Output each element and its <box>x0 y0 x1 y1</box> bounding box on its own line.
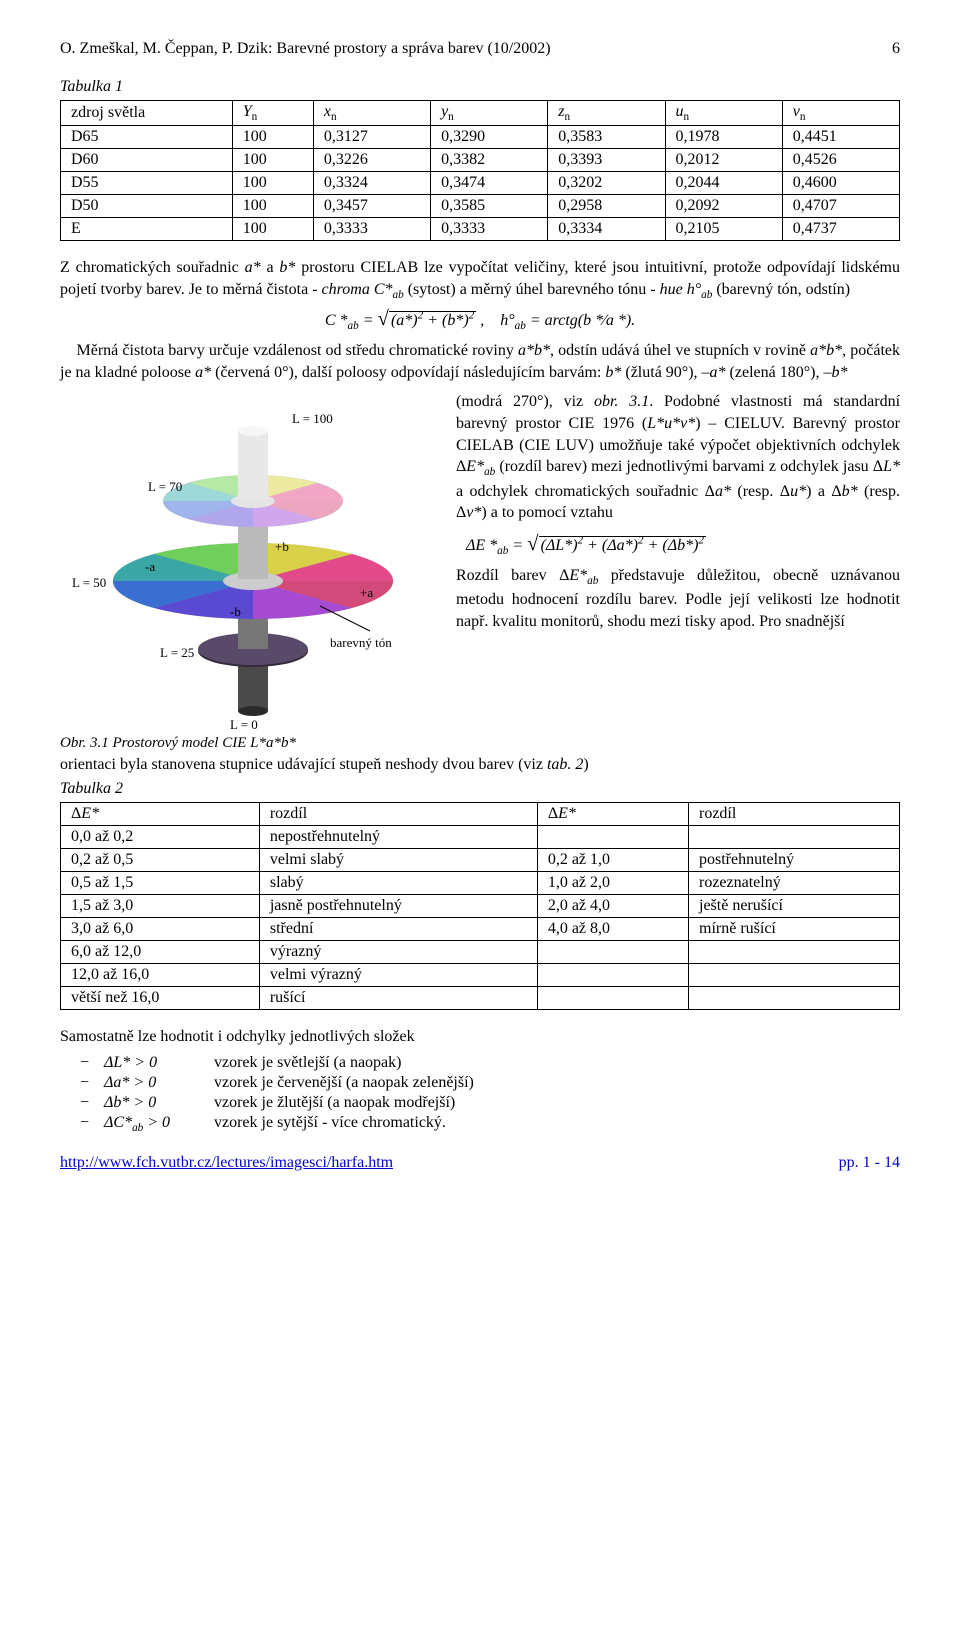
list-item: −Δb* > 0vzorek je žlutější (a naopak mod… <box>80 1094 900 1112</box>
table-row: 1,5 až 3,0jasně postřehnutelný2,0 až 4,0… <box>61 895 900 918</box>
svg-text:L = 70: L = 70 <box>148 479 182 494</box>
table-row: zdroj světla Yn xn yn zn un vn <box>61 101 900 126</box>
footer-pages: pp. 1 - 14 <box>839 1154 900 1172</box>
list-item: −Δa* > 0vzorek je červenější (a naopak z… <box>80 1074 900 1092</box>
table-row: D551000,33240,34740,32020,20440,4600 <box>61 172 900 195</box>
formula-2: ΔE *ab = √(ΔL*)2 + (Δa*)2 + (Δb*)2 <box>466 530 900 559</box>
svg-text:+b: +b <box>275 539 289 554</box>
cielab-diagram: +b -a +a -b barevný tón <box>60 391 440 731</box>
formula-1: C *ab = √(a*)2 + (b*)2 , h°ab = arctg(b … <box>60 307 900 332</box>
table-row: 0,5 až 1,5slabý1,0 až 2,0rozeznatelný <box>61 872 900 895</box>
paragraph-3: orientaci byla stanovena stupnice udávaj… <box>60 754 900 776</box>
page-header: O. Zmeškal, M. Čeppan, P. Dzik: Barevné … <box>60 40 900 58</box>
table-row: ΔE* rozdíl ΔE* rozdíl <box>61 803 900 826</box>
list-item: −ΔL* > 0vzorek je světlejší (a naopak) <box>80 1054 900 1072</box>
list-intro: Samostatně lze hodnotit i odchylky jedno… <box>60 1026 900 1048</box>
header-page-number: 6 <box>892 40 900 58</box>
svg-text:L = 100: L = 100 <box>292 411 333 426</box>
table-row: 12,0 až 16,0velmi výrazný <box>61 964 900 987</box>
table2-caption: Tabulka 2 <box>60 780 900 798</box>
footer-link[interactable]: http://www.fch.vutbr.cz/lectures/imagesc… <box>60 1154 393 1172</box>
deviation-list: −ΔL* > 0vzorek je světlejší (a naopak) −… <box>80 1054 900 1134</box>
table-row: D601000,32260,33820,33930,20120,4526 <box>61 149 900 172</box>
table-row: 6,0 až 12,0výrazný <box>61 941 900 964</box>
svg-text:L = 50: L = 50 <box>72 575 106 590</box>
page-footer: http://www.fch.vutbr.cz/lectures/imagesc… <box>60 1154 900 1172</box>
table-row: D651000,31270,32900,35830,19780,4451 <box>61 126 900 149</box>
wrap-text: (modrá 270°), viz obr. 3.1. Podobné vlas… <box>456 391 900 752</box>
table1: zdroj světla Yn xn yn zn un vn D651000,3… <box>60 100 900 241</box>
paragraph-1: Z chromatických souřadnic a* a b* prosto… <box>60 257 900 303</box>
table-row: D501000,34570,35850,29580,20920,4707 <box>61 195 900 218</box>
svg-text:L = 25: L = 25 <box>160 645 194 660</box>
label-hue: barevný tón <box>330 635 392 650</box>
svg-text:-a: -a <box>145 559 155 574</box>
header-title: O. Zmeškal, M. Čeppan, P. Dzik: Barevné … <box>60 40 551 58</box>
paragraph-2: Měrná čistota barvy určuje vzdálenost od… <box>60 340 900 383</box>
svg-text:L = 0: L = 0 <box>230 717 258 731</box>
table-row: E1000,33330,33330,33340,21050,4737 <box>61 218 900 241</box>
table2: ΔE* rozdíl ΔE* rozdíl 0,0 až 0,2nepostře… <box>60 802 900 1010</box>
table-row: 0,2 až 0,5velmi slabý0,2 až 1,0postřehnu… <box>61 849 900 872</box>
table-row: 3,0 až 6,0střední4,0 až 8,0mírně rušící <box>61 918 900 941</box>
table1-caption: Tabulka 1 <box>60 78 900 96</box>
figure-caption: Obr. 3.1 Prostorový model CIE L*a*b* <box>60 735 440 752</box>
table-row: 0,0 až 0,2nepostřehnutelný <box>61 826 900 849</box>
svg-text:-b: -b <box>230 604 241 619</box>
svg-text:+a: +a <box>360 585 373 600</box>
list-item: −ΔC*ab > 0vzorek je sytější - více chrom… <box>80 1114 900 1134</box>
table-row: větší než 16,0rušící <box>61 987 900 1010</box>
